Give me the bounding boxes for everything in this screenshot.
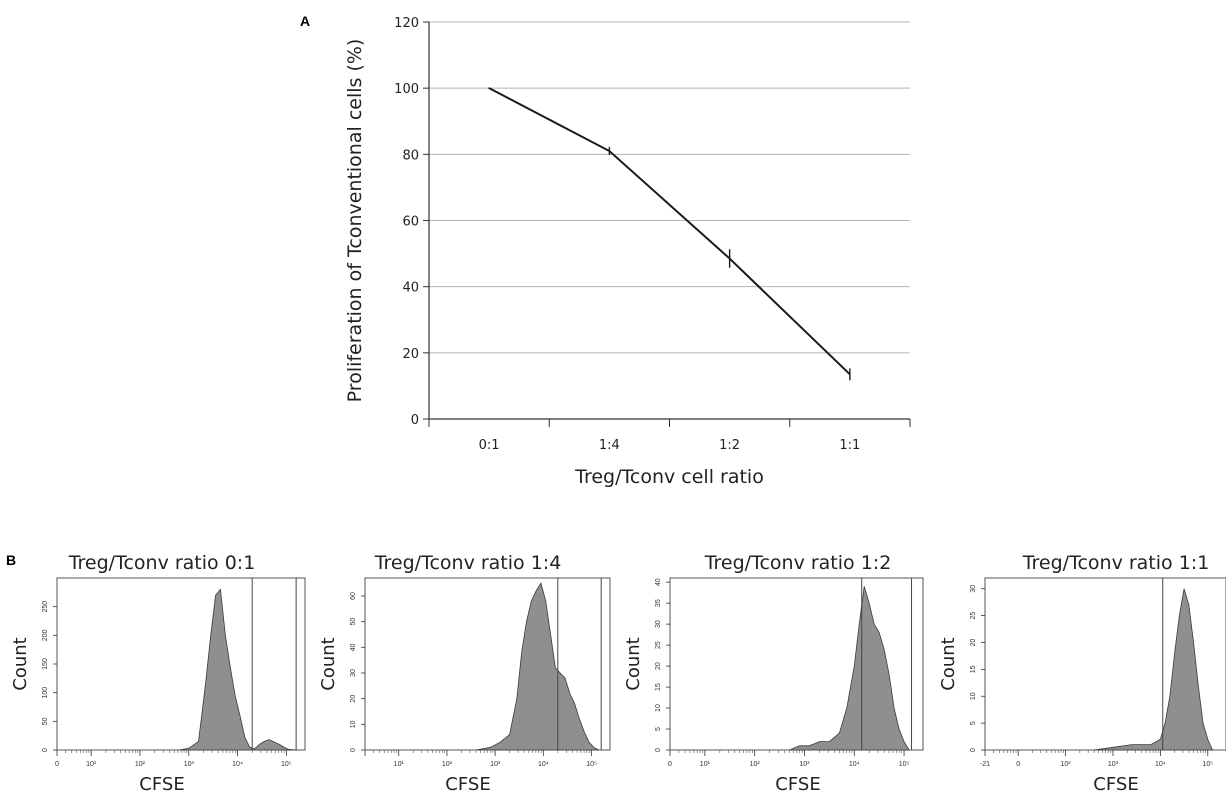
x-tick-label: 1:4: [599, 438, 620, 453]
y-tick-label: 250: [42, 601, 49, 613]
y-tick-label: 40: [402, 281, 419, 296]
y-tick-label: 20: [970, 639, 977, 647]
y-tick-label: 5: [655, 727, 662, 731]
y-tick-label: 15: [655, 683, 662, 691]
x-tick-label: 10⁵: [1202, 761, 1213, 768]
y-tick-label: 25: [655, 641, 662, 649]
y-tick-label: 0: [350, 748, 357, 752]
y-axis-title: Count: [938, 637, 959, 690]
y-tick-label: 0: [411, 413, 419, 428]
x-tick-label: 1:1: [839, 438, 860, 453]
histogram-area: [789, 586, 910, 751]
histogram-title: Treg/Tconv ratio 1:2: [704, 552, 892, 574]
x-tick-label: 10⁴: [1155, 761, 1166, 768]
y-axis-title: Proliferation of Tconventional cells (%): [344, 39, 366, 403]
x-axis-title: Treg/Tconv cell ratio: [574, 466, 764, 488]
y-tick-label: 40: [350, 643, 357, 651]
histogram-ratio-1-1: 0 5 10 15 20 25 30 -21 0 10² 10³ 10⁴ 10⁵ Treg/Tconv r…: [938, 552, 1226, 795]
data-point: [849, 373, 851, 376]
x-tick-label: 10³: [1108, 761, 1119, 768]
x-tick-label: 1:2: [719, 438, 740, 453]
y-tick-label: 60: [350, 592, 357, 600]
y-tick-label: 0: [42, 748, 49, 752]
x-tick-label: 0: [668, 761, 672, 768]
x-tick-label: 10¹: [394, 761, 405, 768]
y-tick-label: 20: [350, 695, 357, 703]
x-tick-label: 10⁴: [232, 761, 243, 768]
x-tick-label: 10¹: [86, 761, 97, 768]
x-tick-label: 0: [55, 761, 59, 768]
y-tick-label: 10: [970, 692, 977, 700]
x-tick-label: 10⁵: [899, 761, 910, 768]
y-tick-label: 120: [394, 16, 419, 31]
y-tick-label: 15: [970, 665, 977, 673]
y-tick-label: 20: [402, 347, 419, 362]
x-tick-label: 10⁵: [586, 761, 597, 768]
y-tick-label: 50: [42, 717, 49, 725]
x-tick-label: 10³: [490, 761, 501, 768]
y-tick-label: 30: [970, 585, 977, 593]
histogram-title: Treg/Tconv ratio 1:4: [374, 552, 562, 574]
x-tick-label: 10¹: [700, 761, 711, 768]
histogram-ratio-1-2: 0 5 10 15 20 25 30 35 40 0 10¹ 10² 10³ 10⁴ 10⁵ Treg/Tco…: [623, 552, 924, 795]
x-tick-label: 10³: [184, 761, 195, 768]
y-tick-label: 100: [42, 687, 49, 699]
y-tick-label: 30: [350, 669, 357, 677]
y-tick-label: 200: [42, 629, 49, 641]
series-line: [488, 87, 851, 376]
y-tick-label: 5: [970, 721, 977, 725]
y-axis-title: Count: [623, 637, 644, 690]
x-tick-label: 10²: [135, 761, 146, 768]
x-tick-label: 10²: [1061, 761, 1072, 768]
x-tick-label: -21: [980, 761, 990, 768]
y-tick-label: 100: [394, 82, 419, 97]
x-tick-label: 10²: [442, 761, 453, 768]
y-tick-label: 25: [970, 612, 977, 620]
y-tick-label: 80: [402, 148, 419, 163]
data-point: [728, 257, 731, 260]
y-tick-label: 35: [655, 599, 662, 607]
y-tick-label: 30: [655, 620, 662, 628]
y-tick-label: 0: [970, 748, 977, 752]
x-axis-title: CFSE: [1093, 774, 1138, 795]
x-axis-title: CFSE: [775, 774, 820, 795]
y-tick-label: 0: [655, 748, 662, 752]
data-point: [488, 87, 490, 89]
histogram-area: [178, 588, 297, 751]
histogram-area: [475, 582, 599, 751]
histogram-title: Treg/Tconv ratio 0:1: [68, 552, 256, 574]
x-tick-label: 10⁵: [281, 761, 292, 768]
data-point: [608, 150, 611, 152]
line-chart: 0 20 40 60 80 100 120 0:1 1:4 1:2 1:1 Treg/Tconv ce…: [344, 16, 911, 488]
panel-label-b: B: [6, 552, 16, 568]
histogram-ratio-0-1: 0 50 100 150 200 250 0 10¹ 10² 10³ 10⁴ 10⁵ Treg/Tcon…: [10, 552, 306, 795]
y-tick-label: 10: [350, 720, 357, 728]
histogram-title: Treg/Tconv ratio 1:1: [1022, 552, 1210, 574]
y-axis-title: Count: [10, 637, 31, 690]
histogram-ratio-1-4: 0 10 20 30 40 50 60 10¹ 10² 10³ 10⁴ 10⁵ Treg/Tconv r…: [318, 552, 611, 795]
y-tick-label: 150: [42, 658, 49, 670]
y-axis-title: Count: [318, 637, 339, 690]
x-axis-title: CFSE: [139, 774, 184, 795]
x-axis-title: CFSE: [445, 774, 490, 795]
x-tick-label: 10³: [799, 761, 810, 768]
x-tick-label: 10⁴: [849, 761, 860, 768]
y-tick-label: 40: [655, 578, 662, 586]
x-tick-label: 0: [1016, 761, 1020, 768]
histogram-area: [1093, 588, 1214, 751]
x-tick-label: 0:1: [479, 438, 500, 453]
y-tick-label: 10: [655, 704, 662, 712]
y-tick-label: 60: [402, 215, 419, 230]
panel-label-a: A: [300, 13, 310, 29]
y-tick-label: 20: [655, 662, 662, 670]
x-tick-label: 10⁴: [538, 761, 549, 768]
y-tick-label: 50: [350, 618, 357, 626]
plot-frame: [56, 577, 306, 751]
x-tick-label: 10²: [750, 761, 761, 768]
